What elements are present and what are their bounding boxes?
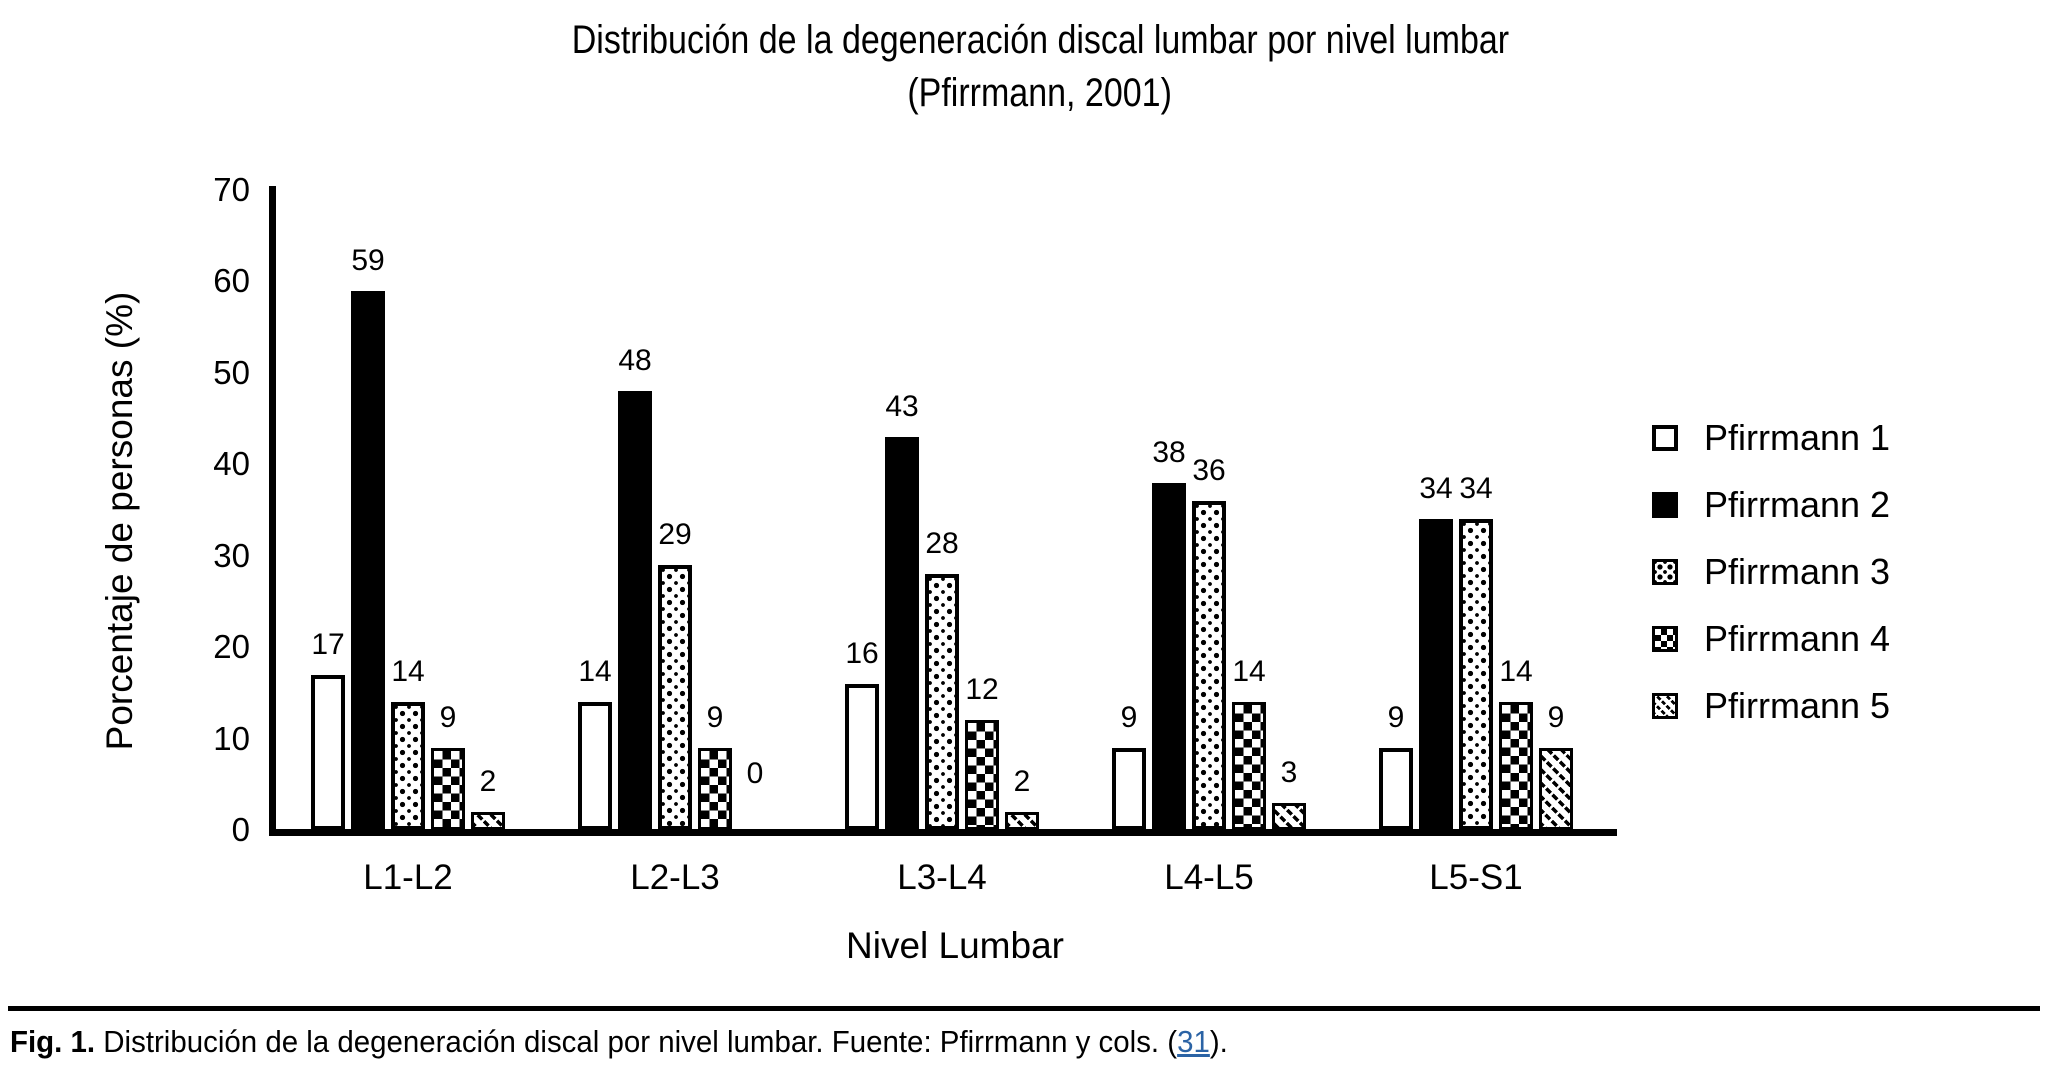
bar-pfirrmann-3-l3-l4 xyxy=(925,574,959,830)
x-tick-label-l4-l5: L4-L5 xyxy=(1164,858,1254,897)
y-tick-label: 30 xyxy=(213,536,250,574)
figure-caption: Fig. 1. Distribución de la degeneración … xyxy=(10,1022,1815,1062)
bar-pfirrmann-4-l1-l2 xyxy=(431,748,465,830)
legend-item-pfirrmann-2: Pfirrmann 2 xyxy=(1652,471,1890,538)
bar-pfirrmann-1-l4-l5 xyxy=(1112,748,1146,830)
bar-value-label: 59 xyxy=(351,244,385,277)
bar-value-label: 34 xyxy=(1459,472,1493,505)
legend-swatch-diagonal-hatch-icon xyxy=(1652,692,1678,719)
bar-pfirrmann-3-l4-l5 xyxy=(1192,501,1226,830)
bar-value-label: 14 xyxy=(578,655,612,688)
legend-label: Pfirrmann 5 xyxy=(1704,684,1891,726)
chart-title-line2: (Pfirrmann, 2001) xyxy=(907,70,1173,115)
caption-text: Distribución de la degeneración discal p… xyxy=(95,1024,1178,1059)
caption-divider-line xyxy=(8,1006,2040,1011)
bar-value-label: 9 xyxy=(1387,701,1405,734)
legend-swatch-white-icon xyxy=(1652,424,1678,451)
bar-value-label: 28 xyxy=(925,527,959,560)
bar-value-label: 17 xyxy=(311,628,345,661)
bar-value-label: 16 xyxy=(845,637,879,670)
y-tick-label: 50 xyxy=(213,353,250,391)
bar-pfirrmann-3-l1-l2 xyxy=(391,702,425,830)
chart-title-line1: Distribución de la degeneración discal l… xyxy=(571,18,1509,62)
legend-item-pfirrmann-5: Pfirrmann 5 xyxy=(1652,672,1890,739)
bar-value-label: 43 xyxy=(885,390,919,423)
chart-title: Distribución de la degeneración discal l… xyxy=(40,14,2040,120)
legend-item-pfirrmann-3: Pfirrmann 3 xyxy=(1652,538,1890,605)
bar-pfirrmann-5-l1-l2 xyxy=(471,812,505,830)
bar-value-label: 2 xyxy=(1013,765,1031,798)
bar-value-label: 48 xyxy=(618,344,652,377)
bar-value-label: 14 xyxy=(1232,655,1266,688)
legend-label: Pfirrmann 1 xyxy=(1704,416,1891,458)
x-axis-title: Nivel Lumbar xyxy=(846,925,1064,966)
bar-value-label: 3 xyxy=(1280,756,1298,789)
bar-pfirrmann-1-l5-s1 xyxy=(1379,748,1413,830)
bar-pfirrmann-5-l4-l5 xyxy=(1272,803,1306,830)
legend-swatch-solid-black-icon xyxy=(1652,491,1678,518)
legend-item-pfirrmann-4: Pfirrmann 4 xyxy=(1652,605,1890,672)
y-tick-label: 60 xyxy=(213,262,250,300)
y-tick-label: 0 xyxy=(231,811,250,848)
bar-pfirrmann-5-l3-l4 xyxy=(1005,812,1039,830)
legend-item-pfirrmann-1: Pfirrmann 1 xyxy=(1652,404,1890,471)
bar-pfirrmann-1-l2-l3 xyxy=(578,702,612,830)
x-tick-label-l3-l4: L3-L4 xyxy=(897,858,987,897)
plot-area: 17 59 14 9 2 14 48 29 9 0 16 43 28 12 2 9 38 36 14 3 9 34 34 14… xyxy=(275,190,1617,830)
bar-value-label: 9 xyxy=(1120,701,1138,734)
y-axis-line xyxy=(269,186,276,836)
legend-label: Pfirrmann 3 xyxy=(1704,550,1891,592)
y-tick-label: 10 xyxy=(213,719,250,757)
bar-value-label: 36 xyxy=(1192,454,1226,487)
legend: Pfirrmann 1 Pfirrmann 2 Pfirrmann 3 Pfirrma… xyxy=(1652,404,1890,739)
legend-swatch-dots-icon xyxy=(1652,558,1678,585)
x-axis-line xyxy=(269,829,1617,836)
caption-fig-label: Fig. 1. xyxy=(10,1024,96,1059)
bar-pfirrmann-4-l2-l3 xyxy=(698,748,732,830)
y-tick-label: 20 xyxy=(213,628,250,666)
bar-value-label: 34 xyxy=(1419,472,1453,505)
bar-value-label: 14 xyxy=(391,655,425,688)
bar-value-label: 2 xyxy=(479,765,497,798)
legend-label: Pfirrmann 2 xyxy=(1704,483,1891,525)
bar-value-label: 9 xyxy=(706,701,724,734)
legend-swatch-checkerboard-icon xyxy=(1652,625,1678,652)
y-tick-label: 70 xyxy=(213,171,250,208)
legend-label: Pfirrmann 4 xyxy=(1704,617,1891,659)
bar-value-label: 9 xyxy=(439,701,457,734)
caption-text-end: ). xyxy=(1209,1024,1228,1059)
bar-pfirrmann-3-l2-l3 xyxy=(658,565,692,830)
bar-value-label: 29 xyxy=(658,518,692,551)
bar-pfirrmann-4-l4-l5 xyxy=(1232,702,1266,830)
bar-pfirrmann-1-l3-l4 xyxy=(845,684,879,830)
x-tick-label-l1-l2: L1-L2 xyxy=(363,858,453,897)
bar-pfirrmann-2-l3-l4 xyxy=(885,437,919,830)
bar-pfirrmann-5-l5-s1 xyxy=(1539,748,1573,830)
bar-pfirrmann-2-l4-l5 xyxy=(1152,483,1186,830)
x-tick-label-l5-s1: L5-S1 xyxy=(1429,858,1523,897)
bar-pfirrmann-2-l5-s1 xyxy=(1419,519,1453,830)
bar-value-label: 0 xyxy=(746,757,764,790)
bar-value-label: 12 xyxy=(965,673,999,706)
bar-value-label: 14 xyxy=(1499,655,1533,688)
bar-pfirrmann-2-l1-l2 xyxy=(351,291,385,830)
bar-pfirrmann-2-l2-l3 xyxy=(618,391,652,830)
bar-pfirrmann-4-l5-s1 xyxy=(1499,702,1533,830)
x-tick-label-l2-l3: L2-L3 xyxy=(630,858,720,897)
bar-pfirrmann-3-l5-s1 xyxy=(1459,519,1493,830)
citation-link[interactable]: 31 xyxy=(1177,1024,1210,1059)
y-tick-label: 40 xyxy=(213,445,250,483)
bar-pfirrmann-1-l1-l2 xyxy=(311,675,345,830)
bar-value-label: 9 xyxy=(1547,701,1565,734)
bar-pfirrmann-4-l3-l4 xyxy=(965,720,999,830)
bar-value-label: 38 xyxy=(1152,436,1186,469)
